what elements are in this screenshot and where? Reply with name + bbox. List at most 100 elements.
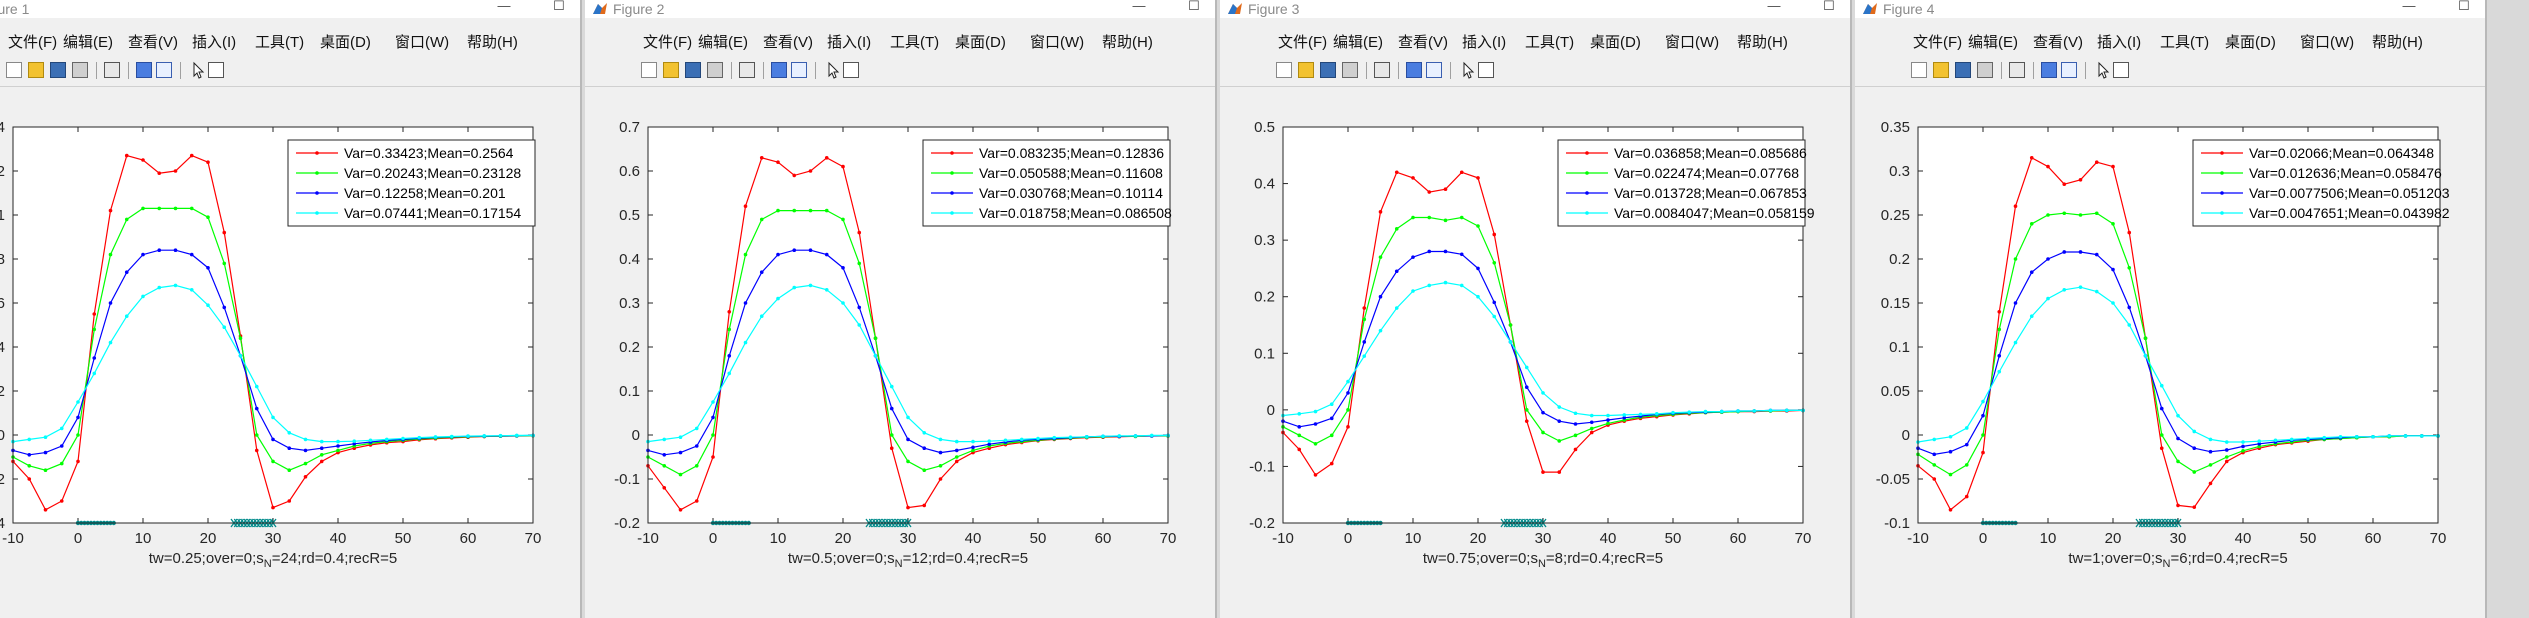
menu-item-4[interactable]: 工具(T) xyxy=(890,34,940,51)
axes-frame xyxy=(1917,126,2439,524)
print-preview-icon[interactable] xyxy=(2009,62,2025,78)
line-chart[interactable]: -0.4 -0.2 0 0.2 0.4 0.6 0.8 1 1.2 1.4 -10 0 10 20 30 40… xyxy=(0,87,582,618)
colorbar-icon[interactable] xyxy=(771,62,787,78)
menu-item-1[interactable]: 编辑(E) xyxy=(63,34,113,51)
maximize-button[interactable]: ☐ xyxy=(2458,0,2470,13)
save-icon[interactable] xyxy=(50,62,66,78)
save-icon[interactable] xyxy=(1320,62,1336,78)
new-file-icon[interactable] xyxy=(1911,62,1927,78)
matlab-icon xyxy=(1863,3,1877,14)
menu-item-2[interactable]: 查看(V) xyxy=(763,34,813,51)
maximize-button[interactable]: ☐ xyxy=(1188,0,1200,13)
line-chart[interactable]: -0.1 -0.05 0 0.05 0.1 0.15 0.2 0.25 0.3 0.35 -10 0 1… xyxy=(1855,87,2487,618)
series-3-point xyxy=(1346,379,1350,384)
new-file-icon[interactable] xyxy=(1276,62,1292,78)
property-editor-icon[interactable] xyxy=(208,62,224,78)
menu-item-5[interactable]: 桌面(D) xyxy=(320,34,371,51)
series-2-point xyxy=(906,437,910,442)
pointer-icon[interactable] xyxy=(823,60,843,80)
save-icon[interactable] xyxy=(685,62,701,78)
menu-item-3[interactable]: 插入(I) xyxy=(2097,34,2142,51)
legend-icon[interactable] xyxy=(2061,62,2077,78)
menu-item-4[interactable]: 工具(T) xyxy=(1525,34,1575,51)
series-3-point xyxy=(2403,434,2408,438)
series-3-point xyxy=(1411,289,1415,293)
menu-item-7[interactable]: 帮助(H) xyxy=(1102,34,1153,51)
menu-item-6[interactable]: 窗口(W) xyxy=(1030,34,1085,51)
series-0-point xyxy=(1964,494,1969,499)
maximize-button[interactable]: ☐ xyxy=(553,0,565,13)
open-folder-icon[interactable] xyxy=(1298,62,1314,78)
menu-item-0[interactable]: 文件(F) xyxy=(8,34,58,51)
minimize-button[interactable]: — xyxy=(1767,0,1781,13)
print-icon[interactable] xyxy=(72,62,88,78)
menu-item-1[interactable]: 编辑(E) xyxy=(698,34,748,51)
series-2-point xyxy=(43,450,48,455)
menu-item-5[interactable]: 桌面(D) xyxy=(955,34,1006,51)
menu-item-7[interactable]: 帮助(H) xyxy=(467,34,518,51)
legend[interactable]: Var=0.036858;Mean=0.085686 Var=0.022474;M… xyxy=(1557,139,1815,227)
series-0-point xyxy=(2111,164,2115,169)
legend-icon[interactable] xyxy=(156,62,172,78)
menu-item-2[interactable]: 查看(V) xyxy=(128,34,178,51)
menu-item-5[interactable]: 桌面(D) xyxy=(2225,34,2276,51)
menu-item-6[interactable]: 窗口(W) xyxy=(1665,34,1720,51)
print-preview-icon[interactable] xyxy=(1374,62,1390,78)
x-tick-label: -10 xyxy=(637,530,659,547)
menu-item-6[interactable]: 窗口(W) xyxy=(395,34,450,51)
series-1-point xyxy=(694,464,699,468)
open-folder-icon[interactable] xyxy=(1933,62,1949,78)
menu-item-0[interactable]: 文件(F) xyxy=(643,34,693,51)
menu-item-4[interactable]: 工具(T) xyxy=(255,34,305,51)
legend-icon[interactable] xyxy=(791,62,807,78)
pointer-icon[interactable] xyxy=(1458,60,1478,80)
print-icon[interactable] xyxy=(707,62,723,78)
menu-item-7[interactable]: 帮助(H) xyxy=(2372,34,2423,51)
property-editor-icon[interactable] xyxy=(2113,62,2129,78)
save-icon[interactable] xyxy=(1955,62,1971,78)
x-tick-label: 50 xyxy=(2300,530,2317,547)
pointer-icon[interactable] xyxy=(2093,60,2113,80)
print-icon[interactable] xyxy=(1977,62,1993,78)
menu-item-6[interactable]: 窗口(W) xyxy=(2300,34,2355,51)
legend-icon[interactable] xyxy=(1426,62,1442,78)
pointer-icon[interactable] xyxy=(188,60,208,80)
print-preview-icon[interactable] xyxy=(104,62,120,78)
menu-item-2[interactable]: 查看(V) xyxy=(1398,34,1448,51)
menu-item-3[interactable]: 插入(I) xyxy=(192,34,237,51)
print-preview-icon[interactable] xyxy=(739,62,755,78)
minimize-button[interactable]: — xyxy=(2402,0,2416,13)
legend[interactable]: Var=0.02066;Mean=0.064348 Var=0.012636;Me… xyxy=(2192,139,2450,227)
print-icon[interactable] xyxy=(1342,62,1358,78)
menu-item-7[interactable]: 帮助(H) xyxy=(1737,34,1788,51)
colorbar-icon[interactable] xyxy=(2041,62,2057,78)
property-editor-icon[interactable] xyxy=(843,62,859,78)
maximize-button[interactable]: ☐ xyxy=(1823,0,1835,13)
menu-item-2[interactable]: 查看(V) xyxy=(2033,34,2083,51)
series-1-point xyxy=(1492,260,1497,265)
legend[interactable]: Var=0.083235;Mean=0.12836 Var=0.050588;Me… xyxy=(922,139,1172,227)
menu-item-5[interactable]: 桌面(D) xyxy=(1590,34,1641,51)
open-folder-icon[interactable] xyxy=(28,62,44,78)
line-chart[interactable]: -0.2 -0.1 0 0.1 0.2 0.3 0.4 0.5 0.6 0.7 -10 0 10 20 30… xyxy=(585,87,1217,618)
menu-item-3[interactable]: 插入(I) xyxy=(1462,34,1507,51)
minimize-button[interactable]: — xyxy=(497,0,511,13)
menu-item-1[interactable]: 编辑(E) xyxy=(1333,34,1383,51)
colorbar-icon[interactable] xyxy=(136,62,152,78)
menu-item-0[interactable]: 文件(F) xyxy=(1278,34,1328,51)
line-chart[interactable]: -0.2 -0.1 0 0.1 0.2 0.3 0.4 0.5 -10 0 10 20 30 40 50 60… xyxy=(1220,87,1852,618)
open-folder-icon[interactable] xyxy=(663,62,679,78)
series-2-point xyxy=(124,270,129,274)
menu-item-4[interactable]: 工具(T) xyxy=(2160,34,2210,51)
menu-item-0[interactable]: 文件(F) xyxy=(1913,34,1963,51)
series-3-point xyxy=(1671,410,1675,415)
legend[interactable]: Var=0.33423;Mean=0.2564 Var=0.20243;Mean=… xyxy=(287,139,536,227)
menu-item-3[interactable]: 插入(I) xyxy=(827,34,872,51)
property-editor-icon[interactable] xyxy=(1478,62,1494,78)
new-file-icon[interactable] xyxy=(6,62,22,78)
series-3-point xyxy=(1981,399,1985,404)
minimize-button[interactable]: — xyxy=(1132,0,1146,13)
colorbar-icon[interactable] xyxy=(1406,62,1422,78)
new-file-icon[interactable] xyxy=(641,62,657,78)
menu-item-1[interactable]: 编辑(E) xyxy=(1968,34,2018,51)
